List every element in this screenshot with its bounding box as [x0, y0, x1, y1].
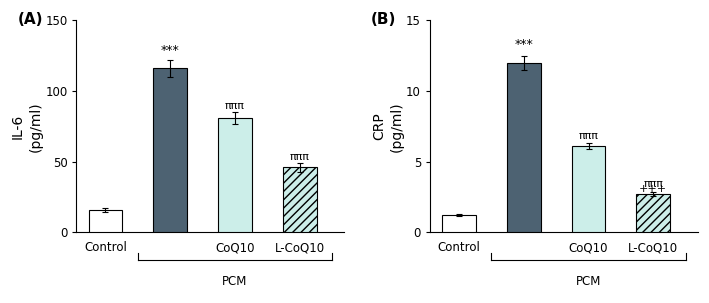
Text: PCM: PCM: [223, 275, 247, 288]
Bar: [637, 194, 670, 232]
Text: (A): (A): [18, 12, 43, 27]
Y-axis label: IL-6
(pg/ml): IL-6 (pg/ml): [11, 101, 43, 152]
Text: πππ: πππ: [579, 131, 598, 141]
Text: πππ: πππ: [643, 179, 664, 189]
Text: πππ: πππ: [225, 101, 245, 111]
Text: πππ: πππ: [290, 152, 310, 161]
Text: ***: ***: [161, 44, 179, 57]
Text: (B): (B): [371, 12, 396, 27]
Bar: [442, 215, 476, 232]
Bar: [507, 63, 541, 232]
Text: PCM: PCM: [576, 275, 601, 288]
Text: +++: +++: [640, 184, 667, 194]
Bar: [283, 167, 317, 232]
Bar: [89, 210, 123, 232]
Text: ***: ***: [515, 38, 533, 51]
Y-axis label: CRP
(pg/ml): CRP (pg/ml): [372, 101, 403, 152]
Bar: [571, 146, 605, 232]
Bar: [153, 68, 187, 232]
Bar: [218, 118, 252, 232]
